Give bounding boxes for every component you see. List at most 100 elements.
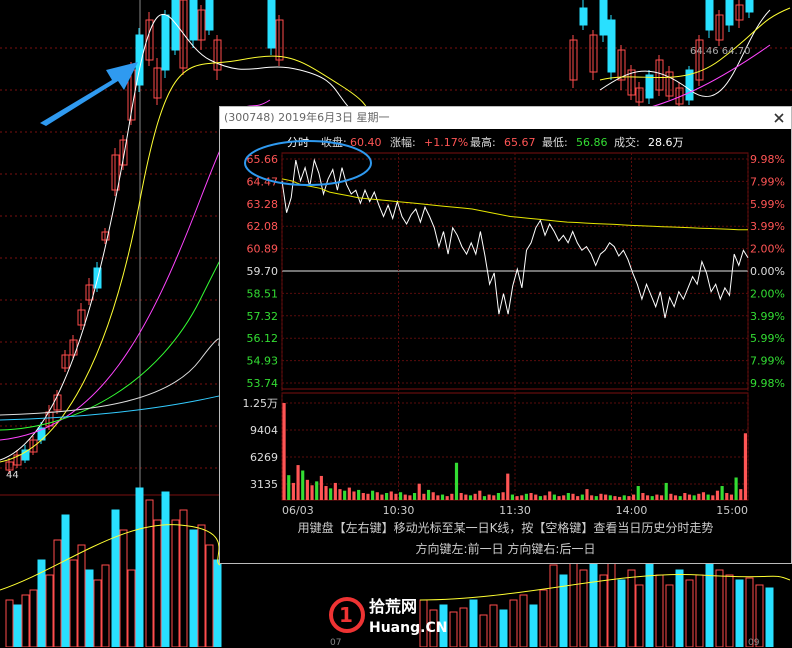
volume-bar (375, 492, 379, 500)
volume-bar (571, 493, 575, 500)
candle-body (635, 87, 644, 103)
volume-bar (357, 489, 361, 500)
percent-tick-label: 3.99% (750, 220, 785, 233)
candle-body (153, 67, 162, 99)
candle-body (715, 14, 724, 41)
candle-body (745, 0, 754, 13)
volume-bar (506, 473, 510, 500)
candle-body (579, 7, 588, 26)
close-icon[interactable] (771, 110, 787, 126)
volume-bar (459, 493, 463, 500)
volume-bar (189, 529, 198, 647)
price-tick-label: 60.89 (247, 243, 279, 256)
time-tick-label: 11:30 (499, 504, 531, 517)
volume-bar (361, 493, 365, 500)
candle-body (61, 354, 70, 369)
volume-label: 成交: (614, 136, 640, 149)
volume-bar (171, 519, 180, 647)
volume-bar (641, 493, 645, 500)
volume-bar (687, 494, 692, 500)
volume-bar (301, 470, 305, 500)
candle-body (189, 0, 198, 41)
volume-bar (720, 486, 724, 500)
volume-bar (439, 604, 448, 647)
candle-body (135, 34, 144, 86)
candle-body (205, 0, 214, 31)
candle-body (197, 9, 206, 41)
volume-bar (701, 492, 706, 500)
candle-body (179, 0, 188, 69)
price-tick-label: 63.28 (247, 198, 279, 211)
candle-body (725, 0, 734, 26)
price-axis: 65.66 64.47 63.28 62.08 60.89 59.70 58.51 57.32… (247, 153, 279, 390)
volume-bar (429, 609, 438, 647)
high-label: 最高: (470, 136, 496, 149)
volume-bar (119, 529, 128, 647)
volume-bar (715, 569, 724, 647)
volume-tick-label: 1.25万 (243, 397, 279, 410)
highlight-ellipse (244, 140, 372, 186)
volume-bar (338, 489, 342, 500)
volume-bar (319, 475, 323, 500)
percent-tick-label: 7.99% (750, 355, 785, 368)
volume-bar (394, 493, 398, 500)
volume-bar (417, 483, 421, 500)
volume-bar (468, 495, 473, 500)
candle-body (705, 0, 714, 31)
percent-tick-label: 5.99% (750, 198, 785, 211)
volume-bar (599, 493, 603, 500)
candle-body (589, 34, 598, 73)
volume-bar (412, 493, 417, 500)
volume-bar (85, 569, 94, 647)
bottom-date-tick: 07 (330, 638, 342, 648)
volume-bar (509, 599, 518, 647)
svg-text:Huang.CN: Huang.CN (369, 620, 447, 636)
volume-ma-line (0, 524, 791, 601)
volume-bar (287, 475, 291, 500)
volume-bar (765, 587, 774, 647)
volume-axis: 1.25万 9404 6269 3135 (243, 397, 279, 491)
volume-bar (347, 487, 351, 500)
average-price-line (281, 178, 749, 231)
popup-title-bar[interactable]: (300748) 2019年6月3日 星期一 (220, 107, 791, 129)
candle-body (101, 231, 110, 241)
volume-bar (305, 479, 309, 500)
volume-bar (524, 493, 528, 500)
volume-bar (520, 495, 524, 500)
volume-bar (426, 489, 431, 500)
volume-bar (590, 495, 594, 500)
volume-bar (585, 489, 589, 500)
volume-bar (408, 495, 412, 500)
percent-tick-label: 7.99% (750, 175, 785, 188)
volume-bar (548, 491, 552, 500)
volume-bar (127, 569, 136, 647)
volume-bar (329, 488, 333, 500)
volume-bar (557, 496, 561, 500)
tab-intraday[interactable]: 分时 (287, 136, 309, 149)
popup-title: (300748) 2019年6月3日 星期一 (224, 111, 390, 124)
volume-bar (459, 607, 468, 647)
candle-body (607, 19, 616, 73)
percent-tick-label: 5.99% (750, 332, 785, 345)
volume-bar (539, 589, 548, 647)
volume-bar (543, 495, 547, 500)
volume-bar (310, 485, 314, 500)
intraday-chart[interactable]: 65.66 64.47 63.28 62.08 60.89 59.70 58.51 57.32… (220, 107, 792, 565)
volume-bars (282, 403, 747, 500)
intraday-popup-window[interactable]: (300748) 2019年6月3日 星期一 分时 收盘: 60.40 涨幅: … (219, 106, 792, 564)
volume-bar (675, 569, 684, 647)
volume-bar (618, 496, 622, 500)
volume-bar (366, 493, 370, 500)
price-tick-label: 58.51 (247, 287, 279, 300)
candle-body (111, 154, 120, 191)
volume-bar (161, 491, 170, 647)
volume-bar (403, 494, 407, 500)
volume-bar (291, 482, 295, 500)
candle-body (735, 4, 744, 21)
volume-bar (479, 614, 488, 647)
volume-bar (37, 559, 46, 647)
time-tick-label: 15:00 (716, 504, 748, 517)
candle-body (213, 39, 222, 71)
volume-bar (501, 492, 505, 500)
time-tick-label: 14:00 (616, 504, 648, 517)
